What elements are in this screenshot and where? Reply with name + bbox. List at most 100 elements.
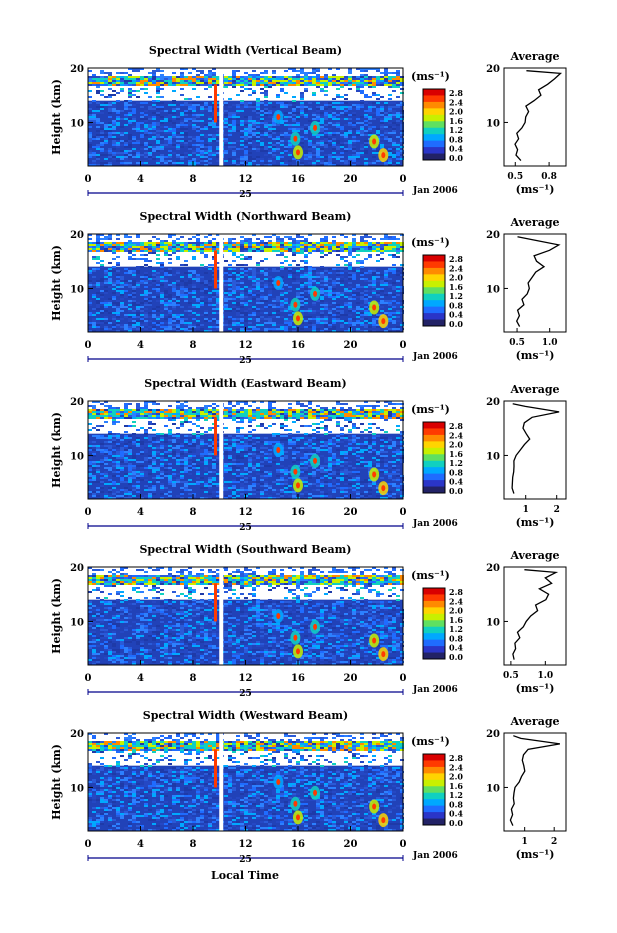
heatmap-cell (96, 82, 100, 84)
heatmap-cell (388, 118, 392, 120)
heatmap-cell (96, 246, 100, 248)
heatmap-cell (328, 314, 332, 316)
heatmap-cell (92, 467, 96, 469)
heatmap-cell (348, 134, 352, 136)
heatmap-cell (164, 296, 168, 298)
heatmap-cell (168, 449, 172, 451)
heatmap-cell (100, 481, 104, 483)
heatmap-cell (240, 272, 244, 274)
heatmap-cell (252, 244, 256, 246)
heatmap-cell (328, 246, 332, 248)
heatmap-cell (176, 304, 180, 306)
heatmap-cell (204, 158, 208, 160)
heatmap-cell (132, 242, 136, 244)
heatmap-cell (344, 134, 348, 136)
heatmap-cell (180, 250, 184, 252)
heatmap-cell (128, 425, 132, 427)
heatmap-cell (164, 417, 168, 419)
heatmap-cell (124, 76, 128, 78)
heatmap-cell (324, 274, 328, 276)
heatmap-cell (160, 70, 164, 72)
heatmap-cell (396, 114, 400, 116)
heatmap-cell (296, 296, 300, 298)
heatmap-cell (224, 80, 228, 82)
heatmap-cell (260, 280, 264, 282)
heatmap-cell (388, 268, 392, 270)
heatmap-cell (180, 264, 184, 266)
heatmap-cell (236, 302, 240, 304)
heatmap-cell (236, 70, 240, 72)
heatmap-cell (288, 318, 292, 320)
heatmap-cell (260, 120, 264, 122)
heatmap-cell (280, 144, 284, 146)
heatmap-cell (252, 134, 256, 136)
heatmap-cell (224, 150, 228, 152)
heatmap-cell (192, 304, 196, 306)
heatmap-cell (388, 150, 392, 152)
x-tick-label: 0 (85, 340, 92, 351)
heatmap-cell (268, 306, 272, 308)
heatmap-cell (296, 246, 300, 248)
heatmap-cell (364, 306, 368, 308)
heatmap-cell (88, 451, 92, 453)
heatmap-cell (360, 104, 364, 106)
heatmap-cell (136, 128, 140, 130)
heatmap-cell (184, 78, 188, 80)
heatmap-cell (376, 160, 380, 162)
heatmap-cell (196, 415, 200, 417)
heatmap-cell (228, 250, 232, 252)
heatmap-cell (372, 82, 376, 84)
heatmap-cell (136, 140, 140, 142)
heatmap-cell (344, 250, 348, 252)
heatmap-cell (156, 258, 160, 260)
heatmap-cell (392, 114, 396, 116)
heatmap-cell (184, 142, 188, 144)
heatmap-cell (132, 116, 136, 118)
heatmap-cell (140, 88, 144, 90)
heatmap-cell (396, 320, 400, 322)
heatmap-cell (148, 82, 152, 84)
heatmap-cell (356, 130, 360, 132)
heatmap-cell (396, 274, 400, 276)
heatmap-cell (284, 102, 288, 104)
heatmap-cell (360, 274, 364, 276)
heatmap-cell (252, 312, 256, 314)
heatmap-cell (280, 252, 284, 254)
heatmap-cell (92, 411, 96, 413)
heatmap-cell (132, 425, 136, 427)
heatmap-cell (204, 244, 208, 246)
heatmap-cell (196, 477, 200, 479)
heatmap-cell (264, 70, 268, 72)
heatmap-cell (260, 288, 264, 290)
heatmap-cell (196, 326, 200, 328)
heatmap-cell (392, 84, 396, 86)
heatmap-cell (372, 290, 376, 292)
heatmap-cell (88, 108, 92, 110)
heatmap-cell (236, 308, 240, 310)
heatmap-cell (380, 110, 384, 112)
heatmap-cell (364, 96, 368, 98)
heatmap-cell (184, 140, 188, 142)
heatmap-cell (288, 276, 292, 278)
heatmap-cell (256, 282, 260, 284)
heatmap-cell (296, 292, 300, 294)
heatmap-cell (152, 429, 156, 431)
heatmap-cell (136, 242, 140, 244)
heatmap-cell (128, 451, 132, 453)
heatmap-cell (352, 270, 356, 272)
heatmap-cell (320, 272, 324, 274)
heatmap-cell (208, 162, 212, 164)
heatmap-cell (196, 449, 200, 451)
heatmap-cell (120, 304, 124, 306)
heatmap-cell (284, 320, 288, 322)
heatmap-cell (284, 80, 288, 82)
heatmap-cell (292, 76, 296, 78)
heatmap-cell (212, 246, 216, 248)
heatmap-cell (96, 429, 100, 431)
heatmap-cell (268, 134, 272, 136)
heatmap-cell (152, 485, 156, 487)
heatmap-cell (304, 326, 308, 328)
heatmap-cell (244, 150, 248, 152)
heatmap-cell (200, 314, 204, 316)
heatmap-cell (348, 148, 352, 150)
